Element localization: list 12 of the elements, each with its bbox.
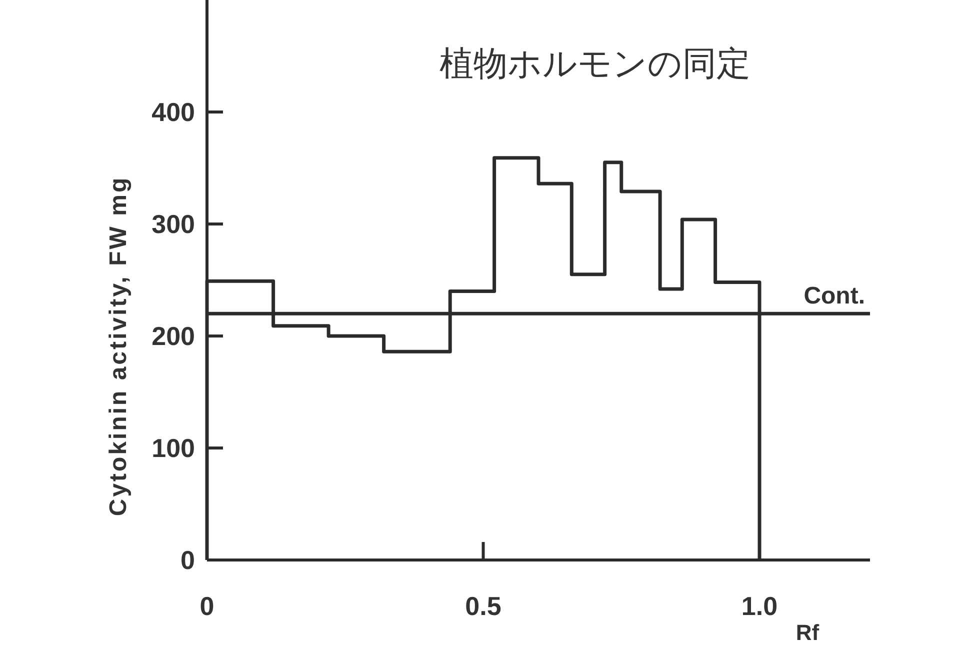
y-tick-label: 100 — [152, 433, 195, 463]
x-tick-label: 0.5 — [465, 591, 502, 621]
y-tick-label: 200 — [152, 321, 195, 351]
ref-line-label: Cont. — [804, 282, 865, 310]
text: 植物ホルモンの同定 — [440, 46, 750, 83]
y-axis-title: Cytokinin activity, FW mg — [105, 176, 132, 516]
y-tick-label: 400 — [152, 97, 195, 127]
x-tick-label: 0 — [200, 591, 214, 621]
y-tick-label: 300 — [152, 209, 195, 239]
x-tick-label: 1.0 — [741, 591, 778, 621]
x-axis-title: Rf — [796, 620, 820, 645]
y-tick-label: 0 — [180, 545, 195, 575]
